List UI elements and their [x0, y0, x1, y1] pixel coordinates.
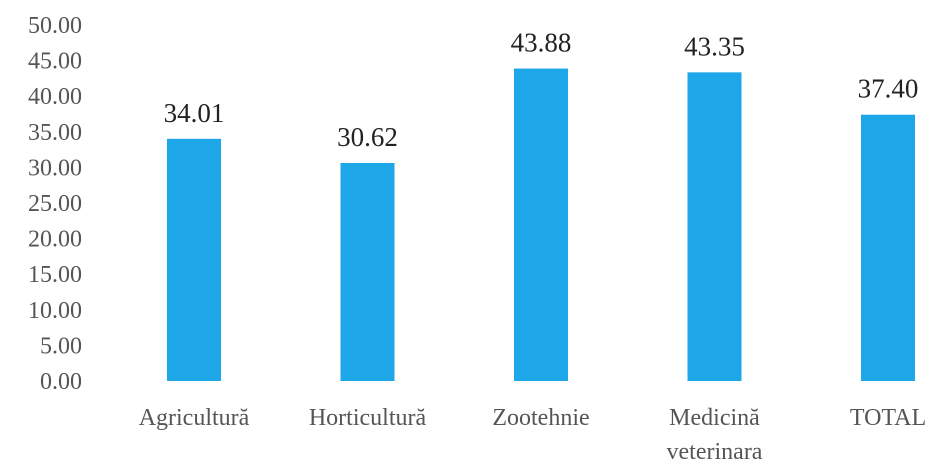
x-tick-label: Medicină veterinara [667, 405, 763, 465]
data-label: 30.62 [337, 122, 398, 152]
x-tick-label: Zootehnie [492, 405, 589, 431]
x-tick-label-line: Medicină [669, 405, 760, 431]
bar [861, 114, 915, 381]
data-label: 37.40 [858, 74, 919, 104]
y-tick-label: 30.00 [28, 155, 82, 181]
bars [167, 68, 915, 382]
data-label: 43.88 [511, 28, 572, 58]
x-tick-label-line: Zootehnie [492, 405, 589, 431]
y-tick-label: 5.00 [40, 333, 82, 359]
bar [167, 138, 221, 381]
x-tick-label-line: Agricultură [139, 405, 250, 431]
y-tick-label: 35.00 [28, 120, 82, 146]
data-labels: 34.01 30.62 43.88 43.35 37.40 [164, 28, 919, 152]
x-tick-label-line: veterinara [667, 439, 763, 465]
bar [514, 68, 568, 381]
x-tick-label: Horticultură [309, 405, 427, 431]
bar [687, 72, 742, 382]
y-tick-label: 45.00 [28, 49, 82, 75]
y-tick-label: 20.00 [28, 227, 82, 253]
x-tick-label-line: Horticultură [309, 405, 427, 431]
y-tick-label: 15.00 [28, 262, 82, 288]
x-axis: Agricultură Horticultură Zootehnie Medicină… [139, 405, 926, 465]
y-tick-label: 50.00 [28, 13, 82, 39]
data-label: 43.35 [684, 31, 745, 61]
y-tick-label: 25.00 [28, 191, 82, 217]
x-tick-label: TOTAL [850, 405, 926, 431]
y-axis: 0.00 5.00 10.00 15.00 20.00 25.00 30.00 35.00 40… [28, 13, 82, 395]
x-tick-label: Agricultură [139, 405, 250, 431]
y-tick-label: 10.00 [28, 298, 82, 324]
y-tick-label: 40.00 [28, 84, 82, 110]
x-tick-label-line: TOTAL [850, 405, 926, 431]
data-label: 34.01 [164, 98, 225, 128]
bar [340, 162, 395, 381]
y-tick-label: 0.00 [40, 369, 82, 395]
